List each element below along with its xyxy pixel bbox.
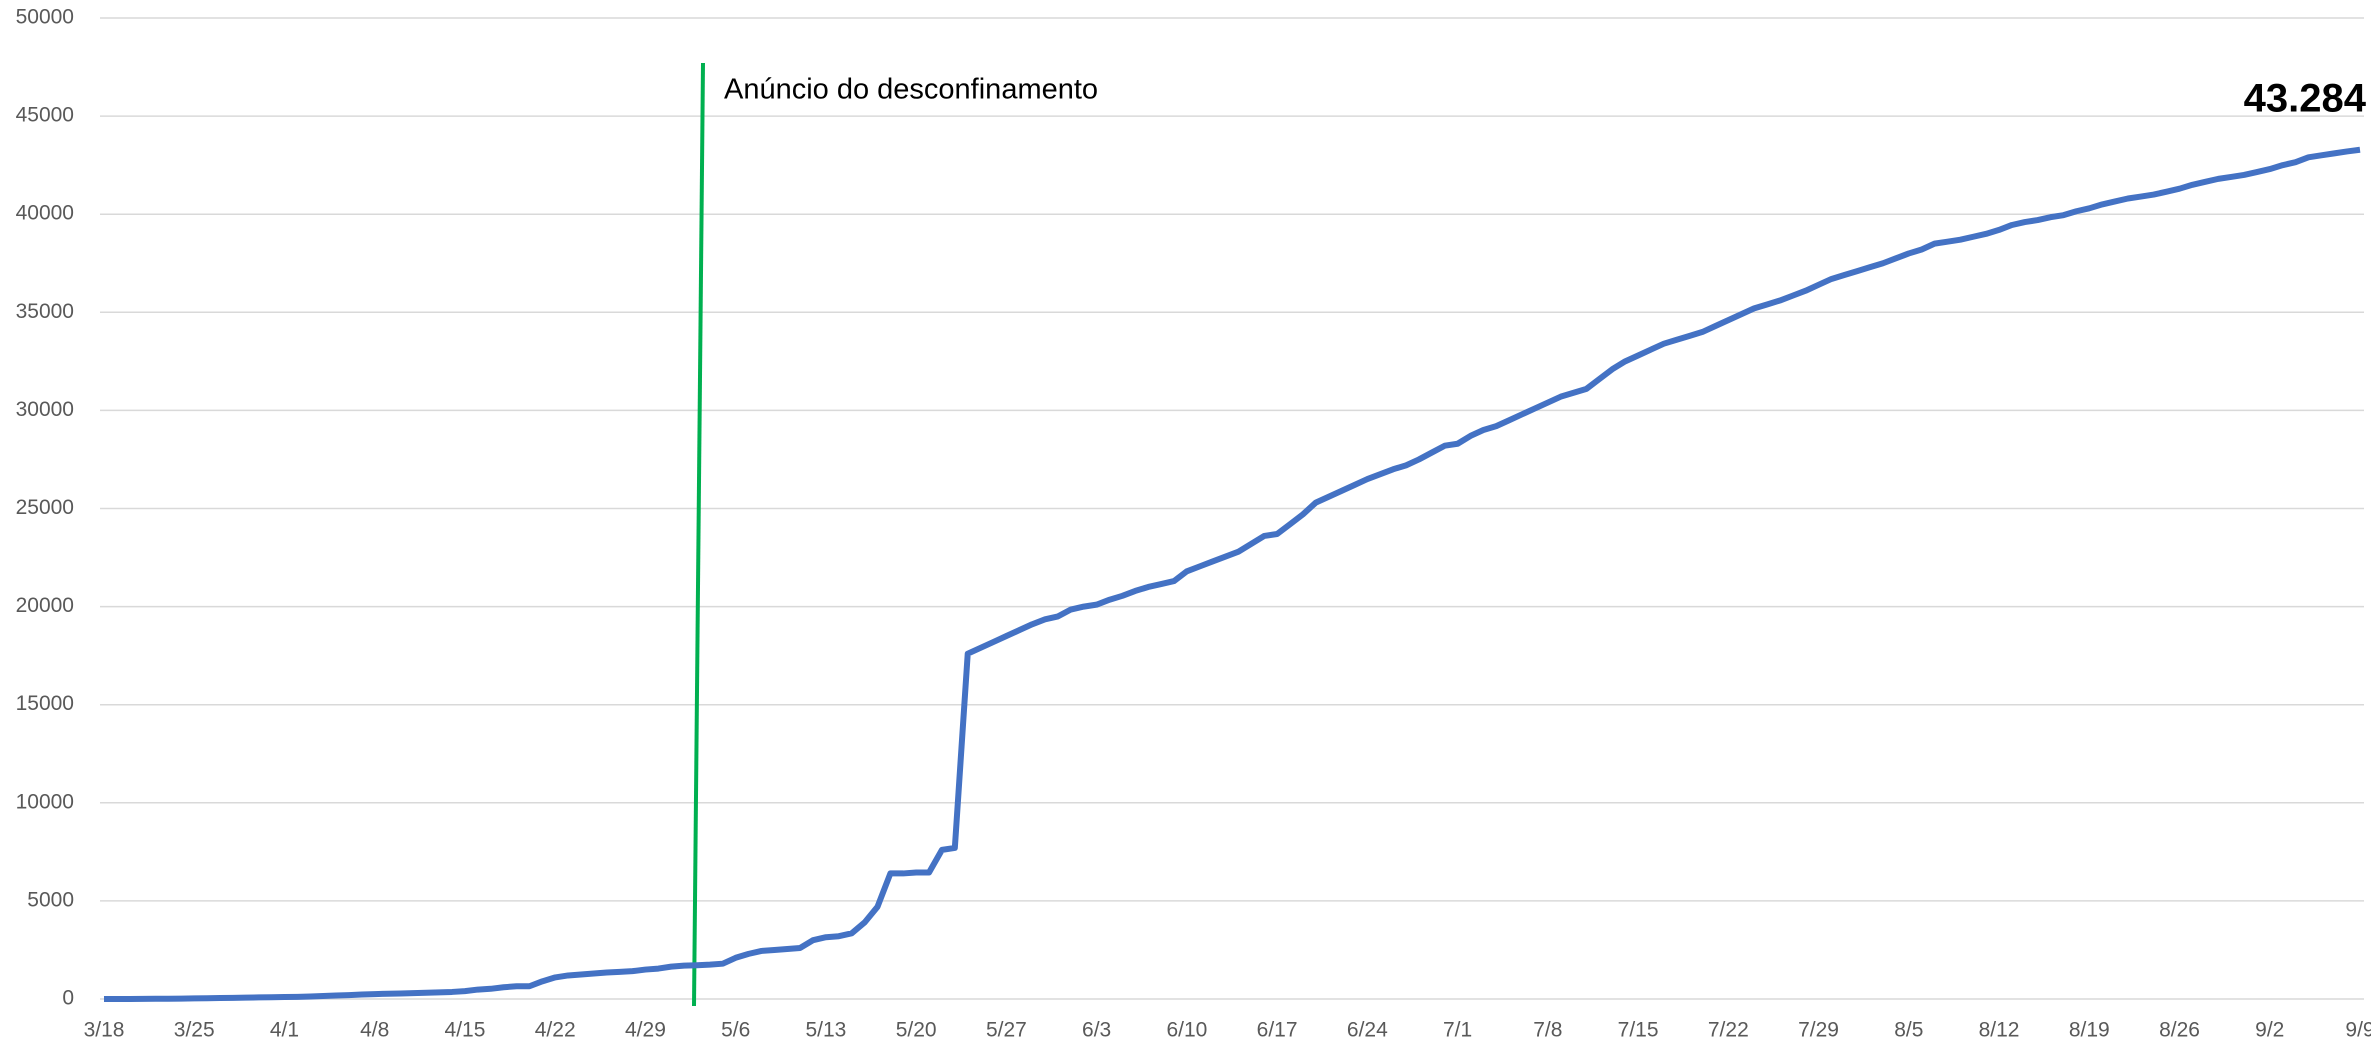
y-tick-label: 30000 [16,398,74,421]
x-tick-label: 7/22 [1708,1019,1749,1042]
y-tick-label: 25000 [16,496,74,519]
x-tick-label: 8/26 [2159,1019,2200,1042]
y-tick-label: 50000 [16,6,74,29]
x-tick-label: 3/25 [174,1019,215,1042]
x-tick-label: 7/1 [1443,1019,1472,1042]
y-tick-label: 5000 [27,888,74,911]
x-tick-label: 5/13 [805,1019,846,1042]
x-tick-label: 4/1 [270,1019,299,1042]
x-tick-label: 3/18 [84,1019,125,1042]
x-tick-label: 4/8 [360,1019,389,1042]
x-tick-label: 8/12 [1979,1019,2020,1042]
x-tick-label: 6/10 [1166,1019,1207,1042]
y-tick-label: 10000 [16,790,74,813]
y-tick-label: 20000 [16,594,74,617]
x-tick-label: 4/22 [535,1019,576,1042]
x-tick-label: 4/15 [445,1019,486,1042]
x-tick-label: 6/3 [1082,1019,1111,1042]
y-tick-label: 35000 [16,300,74,323]
x-tick-label: 7/15 [1618,1019,1659,1042]
x-tick-label: 6/17 [1257,1019,1298,1042]
x-tick-label: 8/5 [1894,1019,1923,1042]
x-tick-label: 9/2 [2255,1019,2284,1042]
x-tick-label: 9/9 [2345,1019,2371,1042]
value-label: 43.284 [2244,76,2367,120]
annotation-text: Anúncio do desconfinamento [724,74,1098,106]
x-tick-label: 5/27 [986,1019,1027,1042]
y-tick-label: 0 [62,987,74,1010]
x-tick-label: 5/6 [721,1019,750,1042]
x-tick-label: 6/24 [1347,1019,1388,1042]
y-tick-label: 15000 [16,692,74,715]
x-tick-label: 7/29 [1798,1019,1839,1042]
x-tick-label: 4/29 [625,1019,666,1042]
x-tick-label: 8/19 [2069,1019,2110,1042]
y-tick-label: 40000 [16,202,74,225]
annotation-line [692,62,705,1007]
y-tick-label: 45000 [16,104,74,127]
x-tick-label: 5/20 [896,1019,937,1042]
x-tick-label: 7/8 [1533,1019,1562,1042]
data-line [103,146,2361,1002]
